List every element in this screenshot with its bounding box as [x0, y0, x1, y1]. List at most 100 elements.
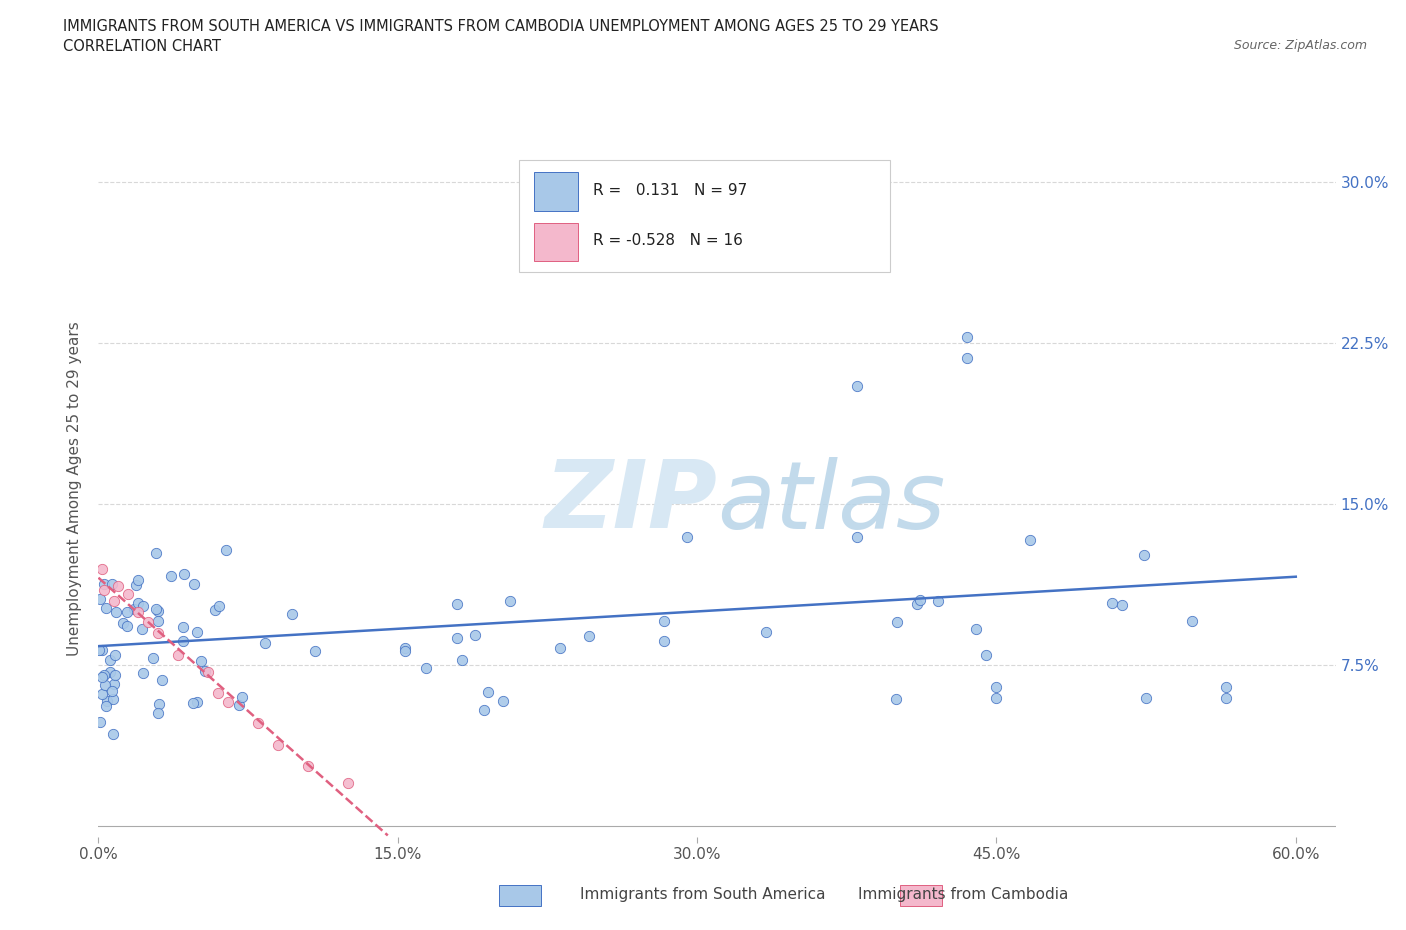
- Point: [194, 664, 217, 679]
- Point: [91, 687, 114, 702]
- Point: [100, 684, 122, 698]
- Point: [91, 670, 114, 684]
- Point: [446, 596, 468, 611]
- Point: [336, 776, 359, 790]
- Point: [676, 529, 699, 544]
- Point: [217, 695, 239, 710]
- Point: [477, 684, 499, 699]
- Point: [98, 653, 121, 668]
- Point: [1101, 596, 1123, 611]
- Point: [204, 603, 226, 618]
- Point: [197, 664, 219, 679]
- Point: [908, 592, 931, 607]
- Point: [167, 647, 190, 662]
- Point: [652, 614, 675, 629]
- Point: [884, 692, 907, 707]
- Point: [160, 568, 183, 583]
- Point: [1181, 614, 1204, 629]
- Point: [132, 598, 155, 613]
- Point: [150, 672, 173, 687]
- Point: [1111, 597, 1133, 612]
- Point: [207, 685, 229, 700]
- Point: [148, 697, 170, 711]
- Point: [127, 596, 149, 611]
- Point: [145, 602, 167, 617]
- Text: Immigrants from South America: Immigrants from South America: [581, 887, 825, 902]
- Point: [146, 604, 169, 618]
- Point: [247, 716, 270, 731]
- Point: [131, 666, 153, 681]
- Point: [183, 577, 205, 591]
- Point: [87, 643, 110, 658]
- Point: [148, 614, 170, 629]
- Point: [267, 737, 290, 752]
- Y-axis label: Unemployment Among Ages 25 to 29 years: Unemployment Among Ages 25 to 29 years: [67, 321, 83, 656]
- Point: [117, 587, 139, 602]
- Point: [172, 633, 194, 648]
- Point: [578, 629, 600, 644]
- Point: [415, 661, 437, 676]
- Text: ZIP: ZIP: [544, 457, 717, 548]
- Point: [905, 597, 928, 612]
- Text: CORRELATION CHART: CORRELATION CHART: [63, 39, 221, 54]
- Point: [228, 698, 250, 712]
- Point: [105, 604, 128, 619]
- FancyBboxPatch shape: [519, 161, 890, 272]
- Point: [446, 631, 468, 645]
- Point: [845, 529, 868, 544]
- Point: [181, 696, 204, 711]
- Point: [927, 593, 949, 608]
- Point: [955, 329, 977, 344]
- Point: [845, 379, 868, 393]
- Text: R = -0.528   N = 16: R = -0.528 N = 16: [593, 233, 744, 248]
- Point: [125, 578, 148, 592]
- Point: [93, 577, 115, 591]
- Point: [955, 351, 977, 365]
- Point: [93, 583, 115, 598]
- Point: [89, 591, 111, 606]
- Point: [986, 679, 1008, 694]
- Point: [127, 604, 149, 619]
- Point: [464, 627, 486, 642]
- Point: [1019, 533, 1042, 548]
- Text: Immigrants from Cambodia: Immigrants from Cambodia: [858, 887, 1069, 902]
- Point: [472, 703, 495, 718]
- Point: [186, 625, 208, 640]
- Point: [93, 678, 115, 693]
- Point: [101, 726, 124, 741]
- Point: [1215, 679, 1237, 694]
- Point: [974, 647, 997, 662]
- Point: [100, 577, 122, 591]
- Point: [89, 714, 111, 729]
- Point: [253, 636, 276, 651]
- Point: [104, 667, 127, 682]
- Point: [172, 619, 194, 634]
- Point: [281, 607, 304, 622]
- Point: [103, 692, 125, 707]
- Point: [215, 543, 238, 558]
- Point: [96, 694, 118, 709]
- Point: [548, 641, 571, 656]
- Point: [297, 759, 319, 774]
- FancyBboxPatch shape: [900, 885, 942, 906]
- Point: [96, 601, 118, 616]
- Point: [142, 651, 165, 666]
- Text: Source: ZipAtlas.com: Source: ZipAtlas.com: [1233, 39, 1367, 52]
- Point: [1215, 690, 1237, 705]
- Point: [173, 566, 195, 581]
- FancyBboxPatch shape: [499, 885, 541, 906]
- Point: [103, 677, 125, 692]
- Point: [208, 599, 231, 614]
- Point: [136, 615, 159, 630]
- Point: [103, 593, 125, 608]
- Point: [115, 604, 138, 619]
- Point: [626, 207, 648, 222]
- Point: [148, 626, 170, 641]
- Point: [1135, 690, 1157, 705]
- Point: [186, 695, 208, 710]
- Point: [986, 690, 1008, 705]
- Point: [492, 693, 515, 708]
- Point: [131, 621, 153, 636]
- Point: [91, 562, 114, 577]
- Point: [148, 706, 170, 721]
